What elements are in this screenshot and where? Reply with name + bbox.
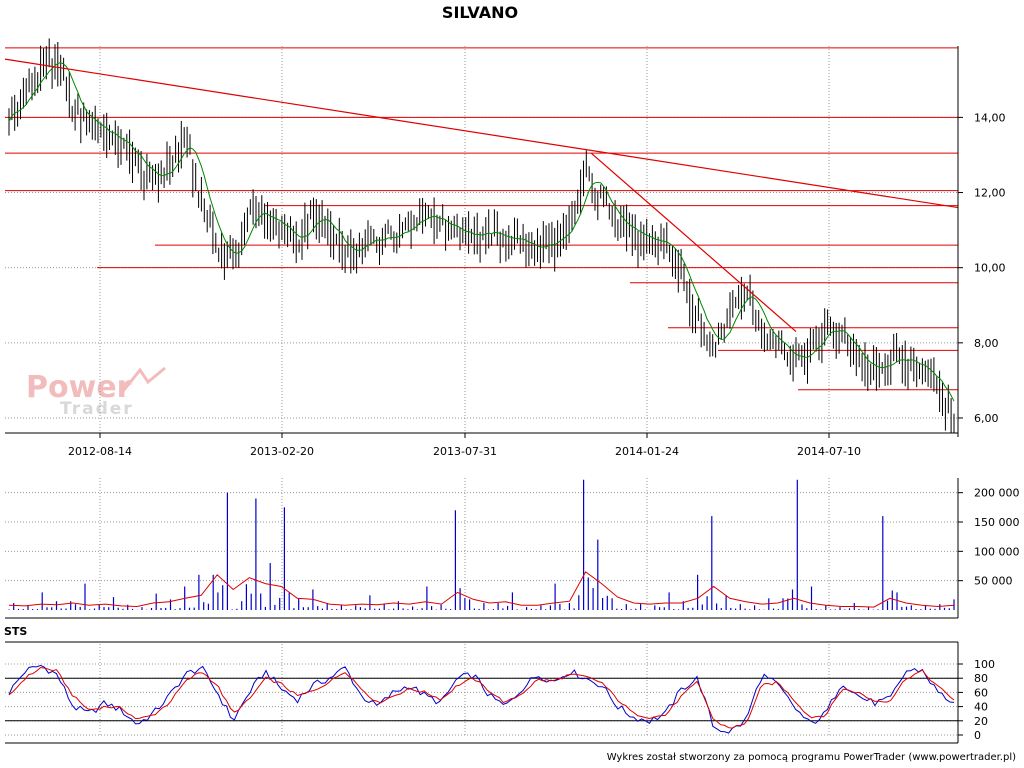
volume-average-line xyxy=(8,571,955,608)
trend-lines xyxy=(4,58,959,333)
footer-credit: Wykres został stworzony za pomocą progra… xyxy=(607,752,1016,763)
date-tick-label-1: 2013-02-20 xyxy=(250,445,314,458)
sts-tick-label-2: 40 xyxy=(974,701,988,714)
price-tick-label-4: 14,00 xyxy=(974,111,1006,124)
volume-tick-label-1: 100 000 xyxy=(974,545,1020,558)
volume-tick-label-3: 200 000 xyxy=(974,487,1020,500)
trend-line-0 xyxy=(4,58,959,209)
sts-tick-label-1: 20 xyxy=(974,715,988,728)
sts-tick-label-0: 0 xyxy=(974,729,981,742)
price-axis: 6,00 8,00 10,00 12,00 14,00 xyxy=(957,46,1006,437)
volume-axis: 50 000 100 000 150 000 200 000 xyxy=(957,478,1020,618)
volume-grid xyxy=(5,478,958,619)
support-resistance-lines xyxy=(5,47,958,391)
sts-oscillator-lines xyxy=(8,664,955,734)
date-tick-label-0: 2012-08-14 xyxy=(68,445,132,458)
trend-line-1 xyxy=(590,152,797,333)
watermark-line1: Power xyxy=(26,370,132,405)
watermark-line2: Trader xyxy=(60,399,134,419)
price-tick-label-0: 6,00 xyxy=(974,412,999,425)
price-candles xyxy=(8,38,955,434)
sts-series-line-1 xyxy=(8,666,955,729)
date-axis: 2012-08-14 2013-02-20 2013-07-31 2014-01-24… xyxy=(5,432,958,458)
sts-series-line-0 xyxy=(8,664,955,734)
volume-bars xyxy=(8,479,955,610)
volume-tick-label-0: 50 000 xyxy=(974,575,1013,588)
price-tick-label-3: 12,00 xyxy=(974,187,1006,200)
sts-tick-label-5: 100 xyxy=(974,658,995,671)
chart-title: SILVANO xyxy=(442,3,518,22)
sts-grid xyxy=(5,641,958,744)
price-tick-label-1: 8,00 xyxy=(974,337,999,350)
powertrader-logo: Power Trader xyxy=(26,366,166,419)
date-tick-label-4: 2014-07-10 xyxy=(797,445,861,458)
sts-tick-label-4: 80 xyxy=(974,672,988,685)
date-tick-label-3: 2014-01-24 xyxy=(615,445,679,458)
date-tick-label-2: 2013-07-31 xyxy=(433,445,497,458)
price-moving-average-line xyxy=(8,62,955,402)
price-tick-label-2: 10,00 xyxy=(974,262,1006,275)
volume-tick-label-2: 150 000 xyxy=(974,516,1020,529)
sts-tick-label-3: 60 xyxy=(974,686,988,699)
sts-panel-label: STS xyxy=(4,625,27,638)
